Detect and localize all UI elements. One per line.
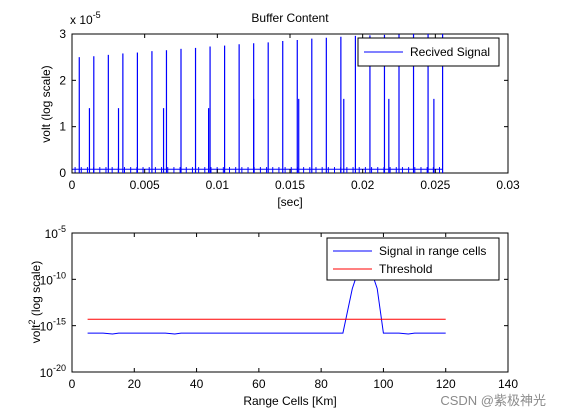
x-tick-label: 0.005 [130,178,160,192]
x-axis-label: [sec] [277,195,302,209]
x-tick-label: 0.015 [275,178,305,192]
chart-title: Buffer Content [251,11,329,25]
y-tick-label: 0 [59,166,66,180]
series-group [87,260,446,335]
x-axis-label: Range Cells [Km] [243,394,336,408]
y-tick-label: 3 [59,27,66,41]
y-axis-label: volt2 (log scale) [27,261,43,343]
signal-line [87,260,446,335]
x-tick-label: 20 [128,377,142,391]
legend-box [326,237,500,281]
x-tick-label: 40 [190,377,204,391]
x-tick-label: 0.03 [496,178,520,192]
legend: Signal in range cells Threshold [326,237,500,281]
y-tick-label: 10-20 [40,363,66,380]
y-axis-label: volt (log scale) [39,65,53,142]
axes: 0 0.005 0.01 0.015 0.02 0.025 0.03 0 1 2 3 [59,27,520,192]
y-tick-label: 1 [59,120,66,134]
x-tick-label: 60 [252,377,266,391]
legend: Recived Signal [357,37,500,67]
y-tick-label: 2 [59,73,66,87]
x-tick-label: 120 [436,377,456,391]
chart-range-cells: 0 20 40 60 80 100 120 140 10-20 10-15 10-10 10-5 Si… [27,224,518,408]
legend-label-threshold: Threshold [379,262,432,276]
x-tick-label: 0.02 [351,178,375,192]
x-tick-label: 80 [314,377,328,391]
y-tick-label: 10-5 [45,224,66,241]
x-tick-label: 100 [373,377,393,391]
x-tick-label: 0 [69,178,76,192]
chart-buffer-content: Buffer Content x 10-5 0 0.005 0.01 0.015 0.0… [39,10,520,209]
x-tick-label: 0 [69,377,76,391]
y-exponent-label: x 10-5 [70,10,101,27]
watermark: CSDN @紫极神光 [440,393,546,408]
y-tick-label: 10-10 [40,270,66,287]
legend-label-recived-signal: Recived Signal [410,45,490,59]
x-tick-label: 0.01 [206,178,230,192]
y-tick-label: 10-15 [40,317,66,334]
x-tick-label: 0.025 [420,178,450,192]
axes: 0 20 40 60 80 100 120 140 10-20 10-15 10-10 10-5 [40,224,519,391]
x-tick-label: 140 [498,377,518,391]
legend-label-signal: Signal in range cells [379,244,486,258]
